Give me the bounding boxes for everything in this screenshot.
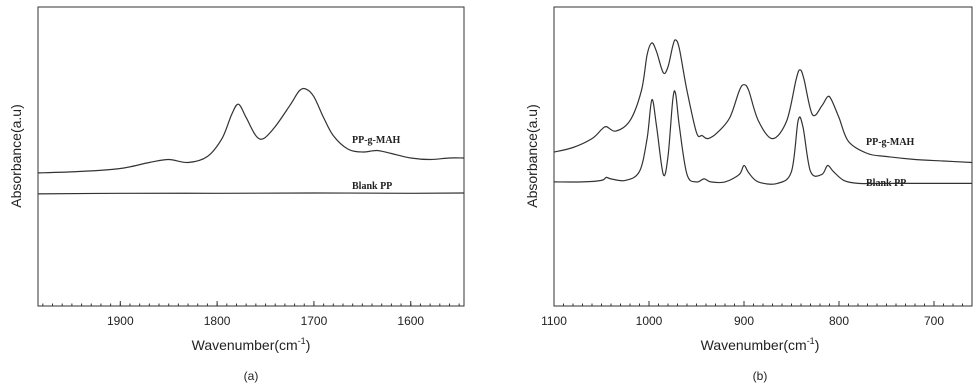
series-label-pp-g-mah-a: PP-g-MAH [352, 135, 401, 146]
series-label-blank-pp-b: Blank PP [866, 178, 906, 189]
panel-label-a: (a) [244, 369, 259, 383]
series-label-blank-pp-a: Blank PP [352, 181, 392, 192]
x-tick-label: 900 [734, 314, 754, 328]
x-axis-title-a: Wavenumber(cm-1) [192, 336, 311, 353]
series-label-pp-g-mah-b: PP-g-MAH [866, 137, 915, 148]
chart-panel-a: 1900 1800 1700 1600 PP-g-MAH Blank PP Absor… [8, 6, 465, 383]
series-line-blank-pp [37, 192, 465, 195]
plot-frame-b [553, 6, 973, 307]
chart-panel-b: 1100 1000 900 800 700 PP-g-MAH Blank PP Abso… [524, 6, 973, 383]
x-tick-label: 1100 [541, 314, 567, 328]
x-ticks-a: 1900 1800 1700 1600 [42, 301, 460, 328]
series-group-a [37, 87, 465, 195]
x-tick-label: 800 [829, 314, 849, 328]
series-line-blank-pp [553, 90, 972, 185]
series-line-pp-g-mah [37, 87, 465, 174]
panel-label-b: (b) [753, 369, 768, 383]
x-tick-label: 1600 [397, 314, 424, 328]
x-tick-label: 1800 [204, 314, 231, 328]
y-axis-title-b: Absorbance(a.u) [524, 104, 540, 208]
plot-frame-a [37, 6, 465, 307]
x-tick-label: 1000 [636, 314, 663, 328]
x-tick-label: 1900 [107, 314, 134, 328]
x-ticks-b: 1100 1000 900 800 700 [541, 301, 973, 328]
series-line-pp-g-mah [553, 39, 973, 164]
x-tick-label: 1700 [301, 314, 328, 328]
y-axis-title-a: Absorbance(a.u) [8, 104, 24, 208]
x-tick-label: 700 [924, 314, 944, 328]
series-group-b [553, 39, 973, 185]
x-axis-title-b: Wavenumber(cm-1) [701, 336, 820, 353]
